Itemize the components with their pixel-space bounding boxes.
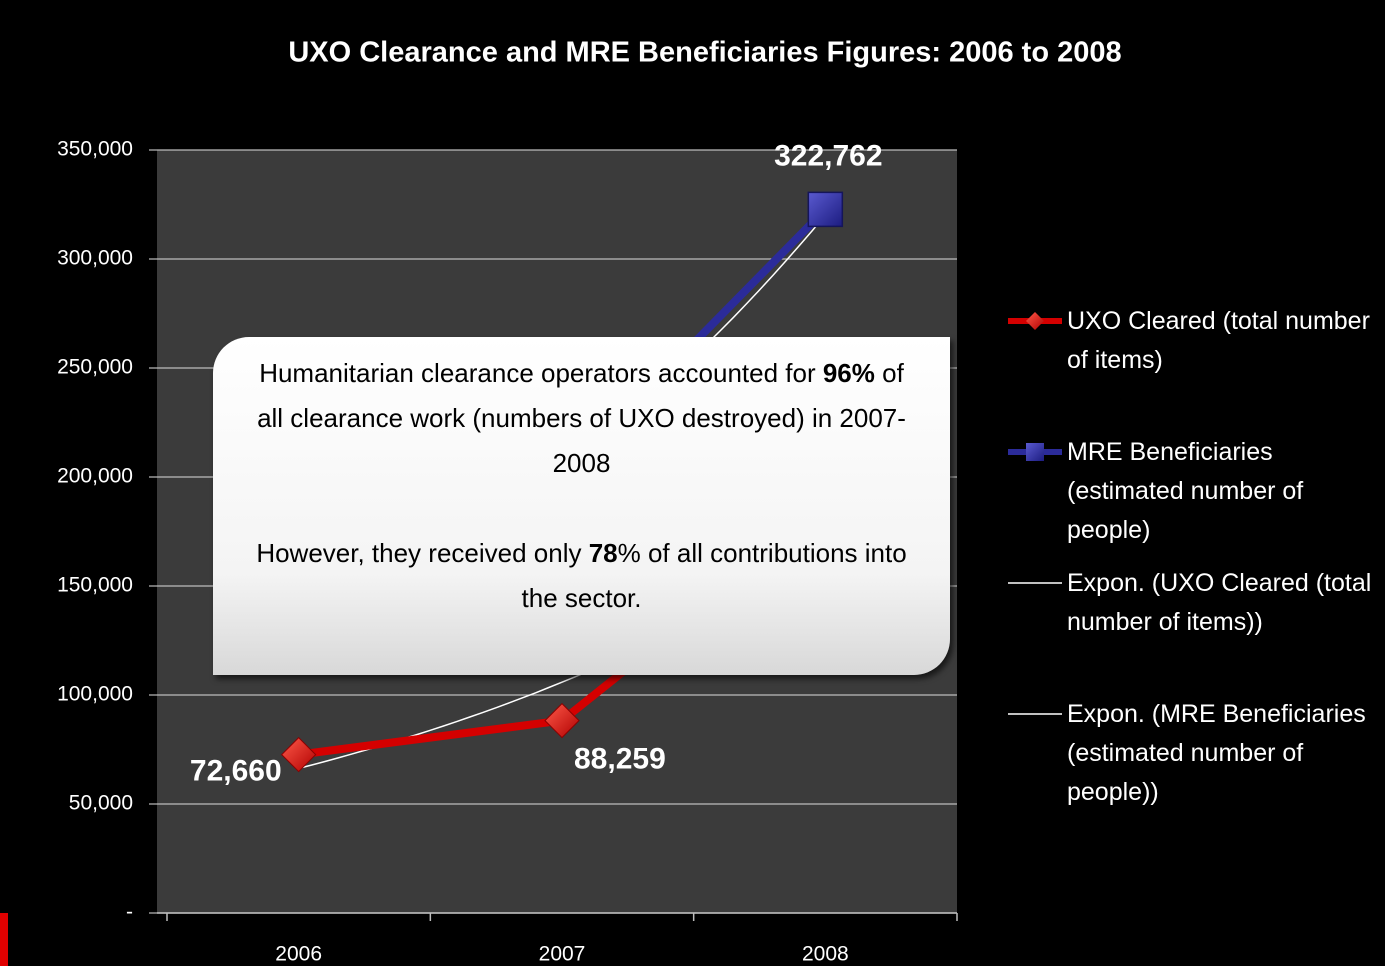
annotation-text: of all clearance work (numbers of UXO de… [257, 358, 906, 478]
annotation-text: 78 [588, 538, 618, 568]
data-label: 88,259 [574, 743, 666, 776]
data-label: 72,660 [190, 755, 282, 788]
y-tick-label: 250,000 [57, 356, 133, 379]
y-tick-label: 100,000 [57, 683, 133, 706]
legend-label: UXO Cleared (total number of items) [1067, 307, 1370, 374]
annotation: Humanitarian clearance operators account… [213, 337, 950, 675]
data-label: 322,762 [774, 139, 882, 172]
chart-title: UXO Clearance and MRE Beneficiaries Figu… [288, 37, 1121, 69]
y-tick-label: 150,000 [57, 574, 133, 597]
legend-marker [1026, 443, 1044, 461]
legend-label: MRE Beneficiaries (estimated number of p… [1067, 438, 1304, 544]
x-tick-label: 2007 [539, 943, 586, 966]
x-tick-label: 2008 [802, 943, 849, 966]
annotation-paragraph: However, they received only 78% of all c… [243, 531, 920, 621]
legend-label: Expon. (MRE Beneficiaries (estimated num… [1067, 700, 1366, 806]
annotation-text: Humanitarian clearance operators account… [259, 358, 823, 388]
y-tick-label: 200,000 [57, 465, 133, 488]
marker [280, 736, 317, 773]
y-tick-label: - [126, 901, 133, 924]
annotation-text: 96% [822, 358, 875, 388]
marker [544, 702, 580, 739]
annotation-paragraph: Humanitarian clearance operators account… [243, 351, 920, 486]
x-tick-label: 2006 [275, 943, 322, 966]
marker [807, 191, 844, 228]
annotation-text: However, they received only [256, 538, 589, 568]
y-tick-label: 300,000 [57, 247, 133, 270]
y-tick-label: 50,000 [69, 792, 133, 815]
annotation-text: % of all contributions into the sector. [521, 538, 907, 613]
legend-label: Expon. (UXO Cleared (total number of ite… [1067, 569, 1372, 636]
accent-bar [0, 913, 8, 966]
legend-marker [1026, 312, 1044, 330]
y-tick-label: 350,000 [57, 138, 133, 161]
